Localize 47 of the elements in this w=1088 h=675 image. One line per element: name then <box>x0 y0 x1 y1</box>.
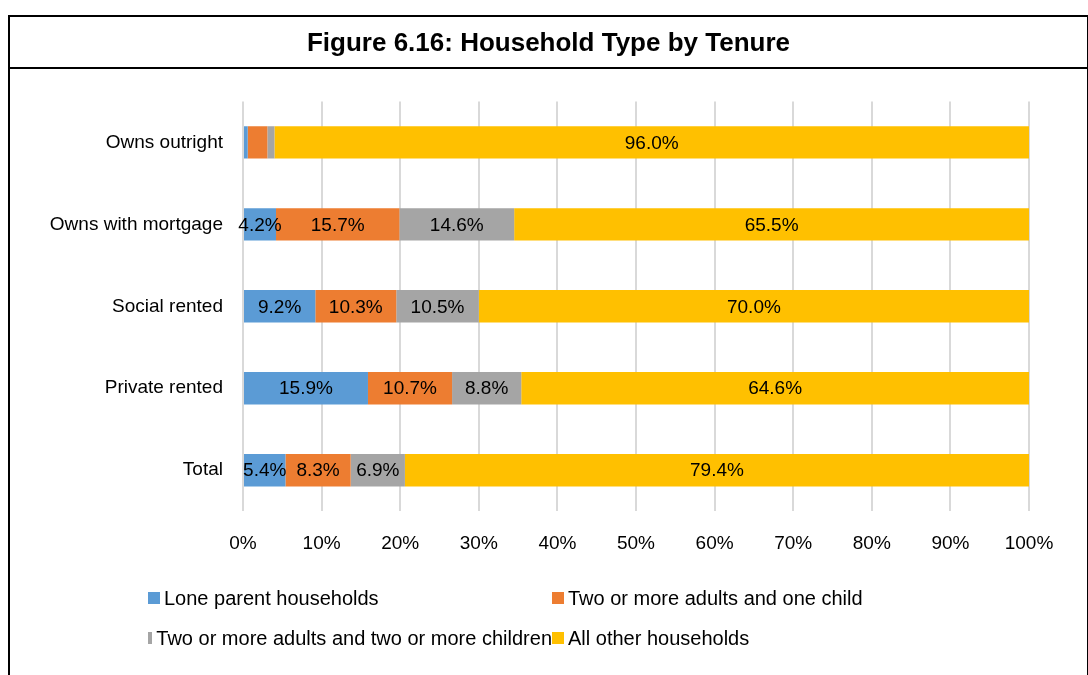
x-tick-label: 60% <box>695 531 734 553</box>
bar <box>404 454 1029 487</box>
y-tick-label: Total <box>182 458 223 480</box>
data-label: 70.0% <box>726 295 781 317</box>
bar <box>274 126 1029 159</box>
data-label: 10.3% <box>328 295 383 317</box>
chart-title: Figure 6.16: Household Type by Tenure <box>10 17 1087 69</box>
data-label: 10.7% <box>383 377 438 399</box>
bar <box>244 126 248 159</box>
x-tick-label: 20% <box>381 531 420 553</box>
x-tick-label: 100% <box>1004 531 1054 553</box>
data-label: 9.2% <box>258 295 302 317</box>
bar <box>399 208 515 241</box>
data-label: 6.9% <box>356 459 400 481</box>
x-tick-label: 80% <box>852 531 891 553</box>
data-label: 10.5% <box>410 295 465 317</box>
bar <box>244 372 368 405</box>
legend-label: Two or more adults and two or more children <box>156 626 552 650</box>
x-tick-label: 40% <box>538 531 577 553</box>
x-tick-label: 10% <box>302 531 341 553</box>
data-label: 96.0% <box>624 131 679 153</box>
legend-label: All other households <box>568 626 750 650</box>
y-tick-label: Private rented <box>104 376 223 398</box>
data-label: 15.9% <box>279 377 334 399</box>
y-tick-label: Owns outright <box>105 130 224 152</box>
x-tick-label: 30% <box>459 531 498 553</box>
bar <box>478 290 1029 323</box>
x-tick-label: 70% <box>774 531 813 553</box>
legend-label: Lone parent households <box>164 586 379 610</box>
data-label: 79.4% <box>690 459 744 481</box>
x-tick-label: 50% <box>616 531 656 553</box>
bar <box>514 208 1029 241</box>
x-tick-label: 90% <box>931 531 970 553</box>
bar <box>521 372 1029 405</box>
x-tick-label: 0% <box>229 531 257 553</box>
data-label: 5.4% <box>243 459 287 481</box>
bar <box>267 126 275 159</box>
bar <box>247 126 268 159</box>
y-tick-label: Social rented <box>112 294 223 316</box>
legend-label: Two or more adults and one child <box>568 586 863 610</box>
data-label: 15.7% <box>310 213 365 235</box>
data-label: 65.5% <box>744 213 799 235</box>
data-label: 14.6% <box>429 213 484 235</box>
data-label: 8.8% <box>465 377 509 399</box>
data-label: 8.3% <box>296 459 340 481</box>
data-label: 64.6% <box>748 377 803 399</box>
y-tick-label: Owns with mortgage <box>49 212 223 234</box>
